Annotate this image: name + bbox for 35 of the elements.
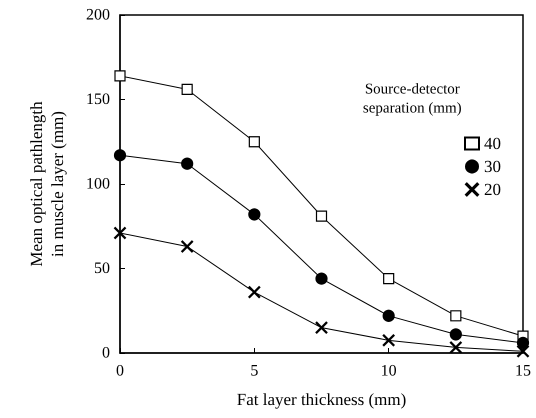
x-tick-label: 0 bbox=[116, 362, 124, 380]
y-tick-label: 150 bbox=[86, 91, 110, 108]
point bbox=[182, 84, 193, 95]
point bbox=[450, 341, 462, 354]
point bbox=[114, 70, 126, 82]
point bbox=[315, 272, 328, 285]
point bbox=[114, 149, 126, 162]
point bbox=[114, 226, 126, 240]
point bbox=[383, 273, 394, 284]
point bbox=[315, 322, 328, 334]
point bbox=[181, 158, 194, 170]
point bbox=[181, 240, 194, 253]
y-tick-label: 50 bbox=[94, 260, 110, 277]
legend-label: 30 bbox=[484, 157, 501, 176]
x-tick-label: 15 bbox=[515, 362, 531, 380]
y-axis-title: Mean optical pathlength in muscle layer (mm) bbox=[27, 100, 67, 267]
point bbox=[382, 310, 395, 322]
point bbox=[450, 310, 462, 322]
y-tick-label: 200 bbox=[86, 6, 110, 24]
legend-label: 40 bbox=[484, 134, 501, 153]
point bbox=[248, 136, 260, 148]
x-tick-label: 10 bbox=[380, 362, 397, 380]
legend-label: 20 bbox=[484, 180, 501, 199]
point bbox=[382, 334, 395, 346]
x-tick-label: 5 bbox=[250, 362, 258, 380]
point bbox=[316, 210, 328, 222]
point bbox=[248, 286, 260, 298]
point bbox=[248, 208, 260, 221]
point bbox=[516, 336, 530, 349]
legend-title: Source-detector separation (mm) bbox=[362, 82, 462, 116]
y-tick-label: 100 bbox=[86, 176, 110, 192]
x-axis-title: Fat layer thickness (mm) bbox=[236, 390, 406, 409]
point bbox=[516, 345, 530, 358]
point bbox=[450, 328, 462, 341]
y-tick-label: 0 bbox=[102, 344, 110, 362]
